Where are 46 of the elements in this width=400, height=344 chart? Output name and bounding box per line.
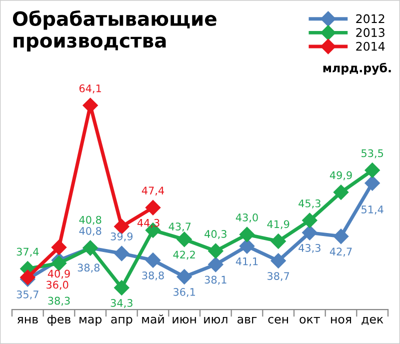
data-label: 64,1 — [79, 84, 101, 94]
data-label: 43,7 — [168, 222, 191, 232]
data-label: 47,4 — [142, 186, 164, 196]
data-label: 38,3 — [48, 296, 70, 306]
data-label: 49,9 — [330, 171, 352, 180]
x-tick-label: ноя — [331, 316, 352, 324]
data-label: 45,3 — [298, 199, 320, 208]
data-label: 43,0 — [236, 213, 258, 222]
x-tick-label: сен — [268, 316, 288, 324]
data-label: 37,4 — [16, 248, 39, 257]
data-label: 36,0 — [46, 280, 68, 290]
data-label: 38,7 — [268, 272, 290, 282]
data-label: 34,3 — [110, 299, 132, 308]
x-tick-label: июн — [172, 316, 196, 324]
data-label: 40,3 — [204, 230, 226, 239]
x-tick-label: окт — [300, 316, 320, 324]
legend-label: 2012 — [356, 14, 384, 24]
data-label: 53,5 — [362, 149, 384, 158]
data-label: 51,4 — [362, 206, 384, 214]
data-label: 39,9 — [110, 232, 133, 242]
data-label: 38,8 — [78, 264, 100, 273]
data-label: 42,7 — [330, 248, 352, 257]
data-label: 40,9 — [48, 270, 70, 279]
data-label: 41,9 — [267, 220, 290, 230]
data-label: 42,2 — [173, 250, 195, 260]
x-tick-label: авг — [238, 316, 257, 324]
x-tick-label: мар — [80, 316, 102, 326]
data-label: 38,8 — [142, 271, 164, 280]
chart-title: Обрабатывающие производства — [12, 10, 216, 52]
x-tick-label: янв — [17, 316, 38, 324]
x-tick-label: апр — [111, 316, 132, 326]
data-label: 44,3 — [137, 218, 160, 228]
data-label: 40,8 — [79, 216, 102, 225]
data-label: 36,1 — [174, 288, 195, 297]
data-label: 43,3 — [298, 244, 320, 253]
data-label: 38,1 — [204, 276, 226, 285]
x-tick-label: дек — [362, 316, 384, 326]
legend-label: 2014 — [356, 42, 385, 51]
x-tick-label: фев — [47, 314, 70, 326]
x-tick-label: май — [142, 314, 164, 324]
text: млрд.руб. — [323, 62, 391, 75]
x-tick-label: июл — [204, 316, 228, 324]
data-label: 40,8 — [79, 226, 102, 236]
data-label: 41,1 — [236, 258, 258, 266]
data-label: 35,7 — [16, 290, 38, 300]
legend-label: 2013 — [356, 28, 384, 37]
